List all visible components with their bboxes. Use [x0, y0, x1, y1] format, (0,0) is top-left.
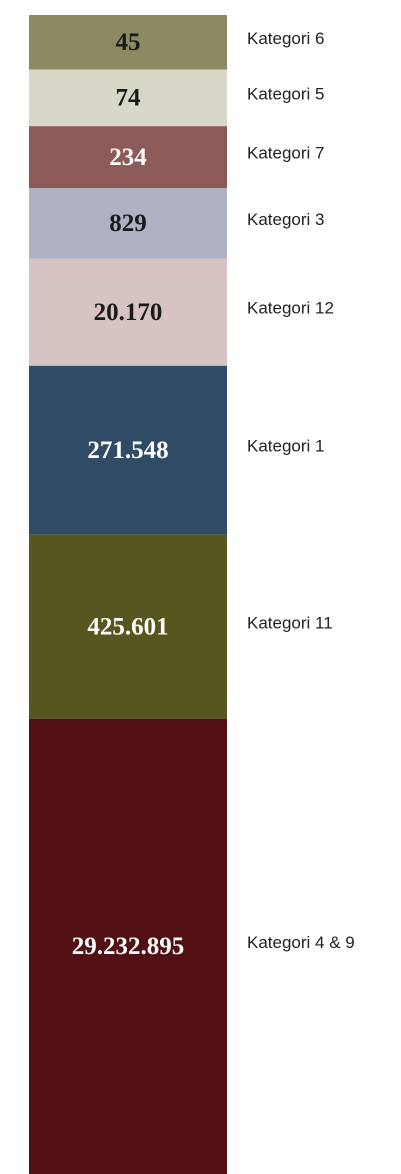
- category-label: Kategori 5: [247, 84, 325, 103]
- segment: [29, 15, 227, 70]
- value-label: 829: [109, 210, 147, 237]
- value-label: 45: [116, 29, 141, 56]
- segment: [29, 188, 227, 259]
- segment: [29, 534, 227, 719]
- segment: [29, 258, 227, 366]
- segment: [29, 69, 227, 127]
- value-label: 20.170: [94, 299, 163, 326]
- value-label: 271.548: [87, 437, 168, 464]
- segment: [29, 718, 227, 1174]
- category-label: Kategori 4 & 9: [247, 933, 355, 952]
- value-label: 425.601: [87, 614, 168, 641]
- segment: [29, 126, 227, 189]
- category-label: Kategori 11: [247, 613, 333, 632]
- segment: [29, 365, 227, 535]
- category-label: Kategori 7: [247, 144, 325, 163]
- value-label: 234: [109, 144, 147, 171]
- category-label: Kategori 1: [247, 437, 325, 456]
- category-label: Kategori 12: [247, 299, 334, 318]
- category-label: Kategori 3: [247, 210, 325, 229]
- value-label: 29.232.895: [72, 933, 185, 960]
- category-label: Kategori 6: [247, 29, 325, 48]
- value-label: 74: [116, 85, 142, 112]
